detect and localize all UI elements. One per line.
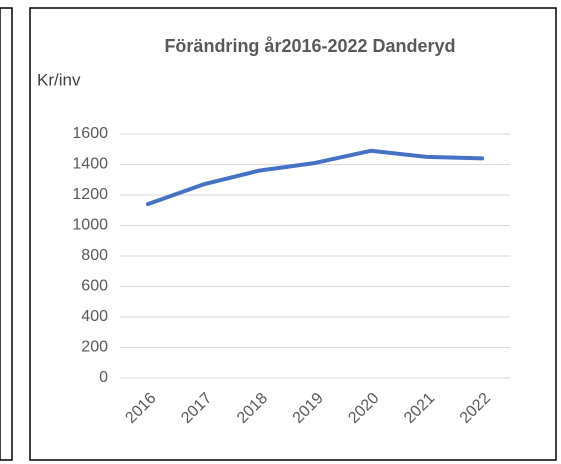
y-tick-label: 400 [81,308,108,325]
y-tick-label: 1600 [72,125,108,142]
y-tick-label: 1400 [72,156,108,173]
y-axis-label: Kr/inv [37,70,81,89]
data-line [145,148,485,207]
neighbor-chart-border [0,7,13,461]
y-tick-label: 1000 [72,217,108,234]
y-tick-label: 0 [99,369,108,386]
y-tick-label: 600 [81,278,108,295]
y-tick-label: 800 [81,247,108,264]
y-tick-label: 200 [81,339,108,356]
y-tick-label: 1200 [72,186,108,203]
chart-title: Förändring år2016-2022 Danderyd [164,36,455,56]
chart-border [29,7,557,461]
